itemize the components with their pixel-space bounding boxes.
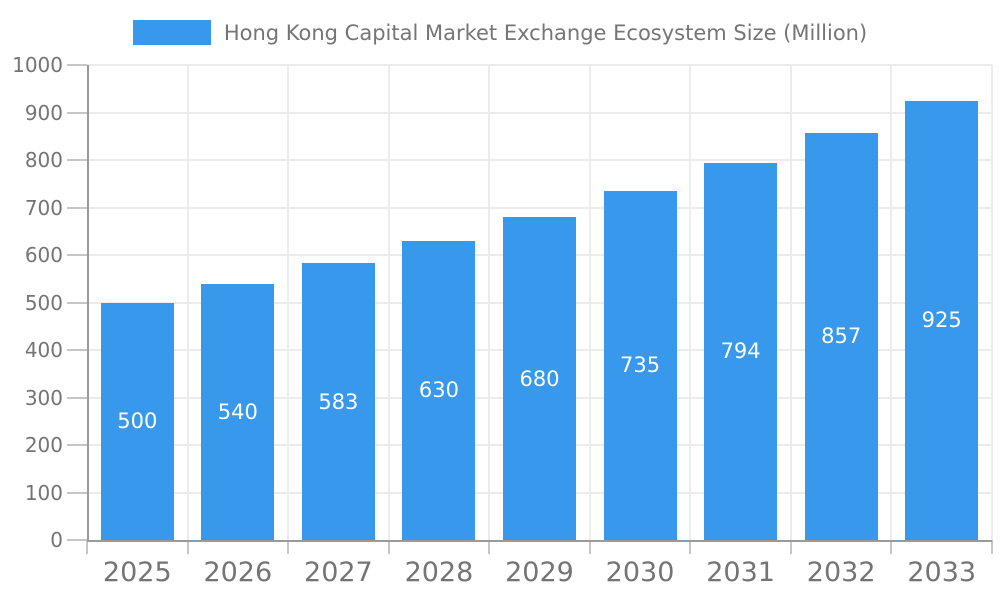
bar-2032[interactable]: 857 [804, 132, 878, 540]
bar-2028[interactable]: 630 [402, 240, 476, 540]
x-tick-3 [387, 540, 390, 554]
y-tick-500 [67, 301, 87, 304]
x-tick-7 [789, 540, 792, 554]
gridline-x-1 [186, 65, 189, 540]
y-axis-label: 700 [24, 195, 63, 220]
gridline-y-1000 [87, 64, 992, 66]
bar-value-label: 735 [620, 353, 661, 378]
x-tick-2 [287, 540, 290, 554]
gridline-x-3 [387, 65, 390, 540]
x-tick-1 [186, 540, 189, 554]
x-tick-8 [890, 540, 893, 554]
y-axis-label: 500 [24, 290, 63, 315]
x-tick-4 [488, 540, 491, 554]
legend-label: Hong Kong Capital Market Exchange Ecosys… [223, 20, 868, 45]
x-axis-label-2033: 2033 [907, 557, 977, 588]
gridline-y-900 [87, 111, 992, 114]
bar-2030[interactable]: 735 [603, 190, 677, 540]
gridline-x-9 [991, 65, 993, 540]
bar-value-label: 630 [418, 378, 459, 403]
y-tick-700 [67, 206, 87, 209]
gridline-x-7 [789, 65, 792, 540]
y-tick-1000 [67, 64, 87, 66]
bar-value-label: 583 [318, 389, 359, 414]
y-axis-label: 0 [50, 528, 63, 552]
bar-value-label: 680 [519, 366, 560, 391]
x-tick-6 [689, 540, 692, 554]
y-tick-0 [67, 539, 87, 541]
y-tick-100 [67, 491, 87, 494]
y-tick-200 [67, 444, 87, 446]
x-tick-5 [588, 540, 591, 554]
gridline-y-700 [87, 206, 992, 209]
y-axis-label: 100 [24, 480, 63, 505]
y-axis-label: 200 [24, 433, 63, 457]
y-axis-label: 800 [24, 148, 63, 172]
x-axis-label-2029: 2029 [505, 557, 574, 588]
y-tick-800 [67, 159, 87, 161]
gridline-x-4 [488, 65, 491, 540]
gridline-x-5 [588, 65, 591, 540]
y-axis-label: 1000 [12, 53, 63, 77]
bar-value-label: 500 [117, 409, 158, 434]
legend[interactable]: Hong Kong Capital Market Exchange Ecosys… [0, 20, 1000, 45]
x-axis-label-2032: 2032 [806, 557, 876, 588]
gridline-x-2 [287, 65, 290, 540]
x-axis-label-2028: 2028 [404, 557, 474, 588]
bar-value-label: 794 [720, 339, 761, 364]
y-axis-label: 300 [24, 385, 63, 410]
y-axis-label: 400 [24, 338, 63, 362]
x-axis-line [87, 540, 992, 542]
bar-2025[interactable]: 500 [100, 302, 174, 540]
gridline-x-8 [890, 65, 893, 540]
y-tick-400 [67, 349, 87, 351]
bar-value-label: 925 [921, 308, 962, 333]
x-axis-label-2030: 2030 [605, 557, 675, 588]
bar-2029[interactable]: 680 [503, 217, 576, 540]
gridline-x-6 [689, 65, 692, 540]
x-tick-9 [991, 540, 993, 554]
bar-2033[interactable]: 925 [905, 100, 979, 540]
gridline-y-800 [87, 159, 992, 161]
x-axis-label-2031: 2031 [706, 557, 775, 588]
x-axis-label-2025: 2025 [102, 557, 172, 588]
y-tick-600 [67, 254, 87, 256]
y-axis-label: 900 [24, 100, 63, 125]
y-axis-label: 600 [24, 243, 63, 267]
bar-value-label: 540 [217, 399, 258, 424]
x-axis-label-2026: 2026 [203, 557, 273, 588]
y-tick-900 [67, 111, 87, 114]
bar-2027[interactable]: 583 [301, 263, 375, 540]
bar-2031[interactable]: 794 [704, 162, 778, 540]
x-tick-0 [86, 540, 88, 554]
x-axis-label-2027: 2027 [304, 557, 373, 588]
bar-2026[interactable]: 540 [201, 283, 275, 540]
y-axis-line [87, 65, 89, 542]
bar-value-label: 857 [821, 324, 862, 349]
legend-swatch [132, 20, 211, 45]
y-tick-300 [67, 396, 87, 399]
